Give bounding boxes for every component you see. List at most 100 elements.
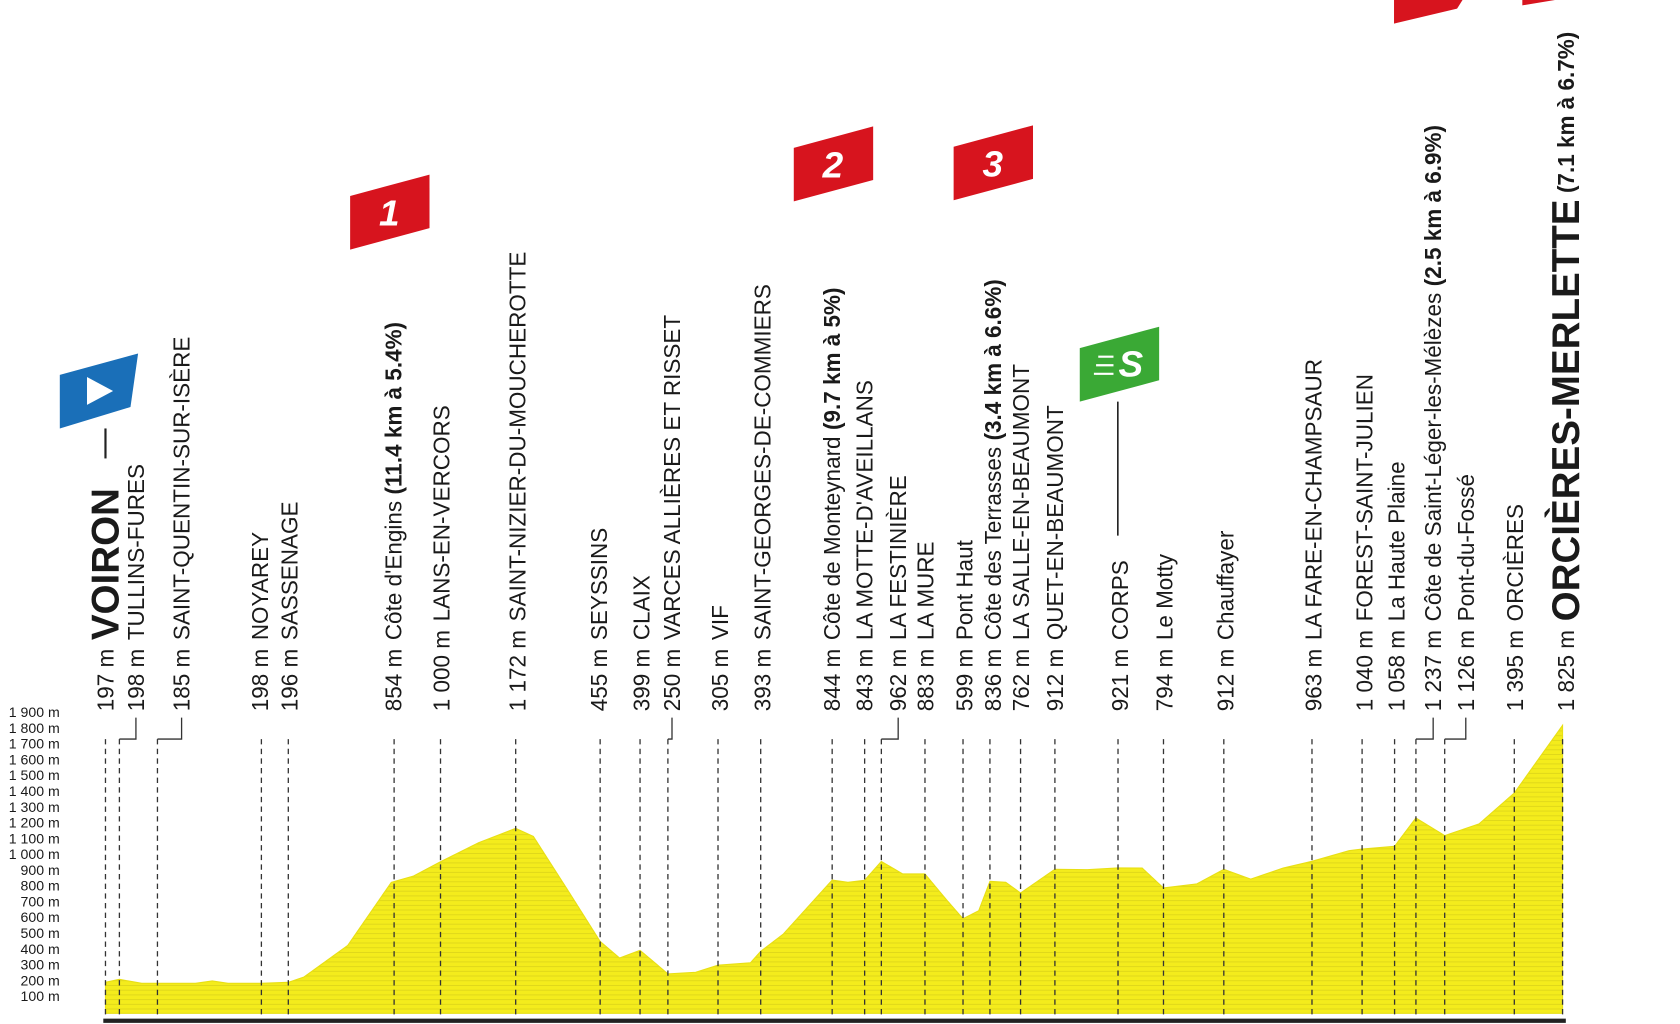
- y-tick-label: 1 800 m: [9, 720, 60, 736]
- waypoint-elevation: 912 m: [1212, 649, 1238, 711]
- waypoint-elevation: 393 m: [749, 649, 775, 711]
- waypoint-connector: [1444, 717, 1467, 740]
- y-tick-label: 900 m: [21, 862, 60, 878]
- waypoint-name: SEYSSINS: [586, 528, 612, 640]
- waypoint-elevation: 1 237 m: [1420, 630, 1446, 711]
- waypoint-elevation: 912 m: [1042, 649, 1068, 711]
- waypoint-name: VIF: [707, 605, 733, 640]
- waypoint-label: 963 m LA FARE-EN-CHAMPSAUR: [1300, 359, 1326, 711]
- waypoint-label: 1 172 m SAINT-NIZIER-DU-MOUCHEROTTE: [504, 252, 530, 712]
- y-tick-label: 1 600 m: [9, 752, 60, 768]
- y-tick-label: 1 500 m: [9, 767, 60, 783]
- waypoint-name: TULLINS-FURES: [123, 464, 149, 640]
- waypoint-elevation: 836 m: [980, 649, 1006, 711]
- waypoint-name: LA FARE-EN-CHAMPSAUR: [1300, 359, 1326, 640]
- waypoint-elevation: 762 m: [1008, 649, 1034, 711]
- waypoint-elevation: 196 m: [276, 649, 302, 711]
- y-tick-label: 500 m: [21, 925, 60, 941]
- waypoint-elevation: 921 m: [1107, 649, 1133, 711]
- waypoint-name: LA SALLE-EN-BEAUMONT: [1008, 364, 1034, 640]
- waypoint-name: CORPS: [1107, 560, 1133, 640]
- waypoint-label: 962 m LA FESTINIÈRE: [885, 475, 911, 711]
- waypoint-label: 1 825 m ORCIÈRES-MERLETTE (7.1 km à 6.7%): [1543, 32, 1587, 711]
- waypoint-name: VARCES ALLIÈRES ET RISSET: [659, 315, 685, 640]
- y-tick-label: 400 m: [21, 941, 60, 957]
- waypoint-label: 198 m TULLINS-FURES: [123, 464, 149, 711]
- climb-category: 3: [982, 144, 1003, 185]
- waypoint-name: LA MURE: [912, 541, 938, 640]
- climb-detail: (11.4 km à 5.4%): [381, 322, 407, 494]
- waypoint-elevation: 843 m: [851, 649, 877, 711]
- waypoint-label: 1 126 m Pont-du-Fossé: [1453, 474, 1479, 711]
- waypoint-label: 1 040 m FOREST-SAINT-JULIEN: [1352, 374, 1378, 711]
- climb-category: 2: [822, 145, 844, 186]
- waypoint-name: QUET-EN-BEAUMONT: [1042, 405, 1068, 640]
- waypoint-name: SASSENAGE: [276, 501, 302, 640]
- sprint-label: S: [1119, 344, 1144, 385]
- waypoint-elevation: 844 m: [819, 649, 845, 711]
- waypoint-label: 599 m Pont Haut: [951, 539, 977, 711]
- waypoint-name: LA MOTTE-D'AVEILLANS: [851, 380, 877, 640]
- waypoint-label: 1 058 m La Haute Plaine: [1383, 461, 1409, 711]
- waypoint-elevation: 883 m: [912, 649, 938, 711]
- waypoint-connector: [157, 717, 183, 740]
- waypoint-name: SAINT-GEORGES-DE-COMMIERS: [749, 284, 775, 640]
- waypoint-name: Le Motty: [1151, 553, 1177, 640]
- waypoint-name: VOIRON: [84, 488, 127, 640]
- waypoint-elevation: 198 m: [247, 649, 273, 711]
- waypoint-elevation: 250 m: [659, 649, 685, 711]
- waypoint-label: 836 m Côte des Terrasses (3.4 km à 6.6%): [980, 279, 1006, 711]
- waypoint-name: SAINT-NIZIER-DU-MOUCHEROTTE: [504, 252, 530, 622]
- waypoint-name: La Haute Plaine: [1383, 461, 1409, 621]
- start-icon: [86, 377, 114, 405]
- waypoint-label: 844 m Côte de Monteynard (9.7 km à 5%): [819, 288, 845, 712]
- waypoint-name: NOYAREY: [247, 532, 273, 640]
- waypoint-connector: [881, 717, 899, 740]
- waypoint-name: ORCIÈRES-MERLETTE: [1543, 199, 1587, 621]
- waypoint-connector: [1415, 717, 1434, 740]
- waypoint-elevation: 962 m: [885, 649, 911, 711]
- waypoint-elevation: 794 m: [1151, 649, 1177, 711]
- y-tick-label: 1 100 m: [9, 830, 60, 846]
- waypoint-elevation: 1 040 m: [1352, 630, 1378, 711]
- waypoint-name: Côte de Saint-Léger-les-Mélèzes: [1420, 293, 1446, 622]
- y-tick-label: 600 m: [21, 909, 60, 925]
- waypoint-name: ORCIÈRES: [1502, 504, 1528, 621]
- y-tick-label: 100 m: [21, 988, 60, 1004]
- waypoint-elevation: 1 172 m: [504, 630, 530, 711]
- y-tick-label: 700 m: [21, 894, 60, 910]
- waypoint-label: 854 m Côte d'Engins (11.4 km à 5.4%): [381, 322, 407, 711]
- waypoint-label: 912 m Chauffayer: [1212, 530, 1238, 711]
- waypoint-name: Côte de Monteynard: [819, 436, 845, 640]
- waypoint-elevation: 1 395 m: [1502, 630, 1528, 711]
- waypoint-label: 305 m VIF: [707, 605, 733, 711]
- waypoint-label: 196 m SASSENAGE: [276, 501, 302, 711]
- y-tick-label: 200 m: [21, 972, 60, 988]
- waypoint-label: 883 m LA MURE: [912, 541, 938, 711]
- waypoint-label: 1 000 m LANS-EN-VERCORS: [428, 405, 454, 711]
- waypoint-name: Côte des Terrasses: [980, 447, 1006, 640]
- y-tick-label: 1 000 m: [9, 846, 60, 862]
- waypoint-label: 794 m Le Motty: [1151, 553, 1177, 711]
- waypoint-elevation: 197 m: [92, 649, 118, 711]
- climb-detail: (3.4 km à 6.6%): [980, 279, 1006, 440]
- waypoint-label: 198 m NOYAREY: [247, 532, 273, 711]
- waypoint-label: 197 m VOIRON: [84, 488, 127, 711]
- y-tick-label: 1 300 m: [9, 799, 60, 815]
- waypoint-elevation: 399 m: [628, 649, 654, 711]
- waypoint-elevation: 1 825 m: [1553, 630, 1579, 711]
- waypoint-elevation: 1 000 m: [428, 630, 454, 711]
- waypoint-elevation: 1 126 m: [1453, 630, 1479, 711]
- climb-flag: [350, 174, 430, 250]
- waypoint-label: 1 395 m ORCIÈRES: [1502, 504, 1528, 711]
- flag-partial: [1522, 0, 1555, 6]
- waypoint-name: Côte d'Engins: [381, 501, 407, 640]
- elevation-profile: [104, 723, 1564, 1014]
- waypoint-name: Pont Haut: [951, 539, 977, 640]
- waypoint-elevation: 198 m: [123, 649, 149, 711]
- y-tick-label: 1 900 m: [9, 704, 60, 720]
- climb-category: 1: [379, 193, 400, 234]
- climb-flag: [793, 126, 874, 202]
- waypoint-elevation: 185 m: [168, 649, 194, 711]
